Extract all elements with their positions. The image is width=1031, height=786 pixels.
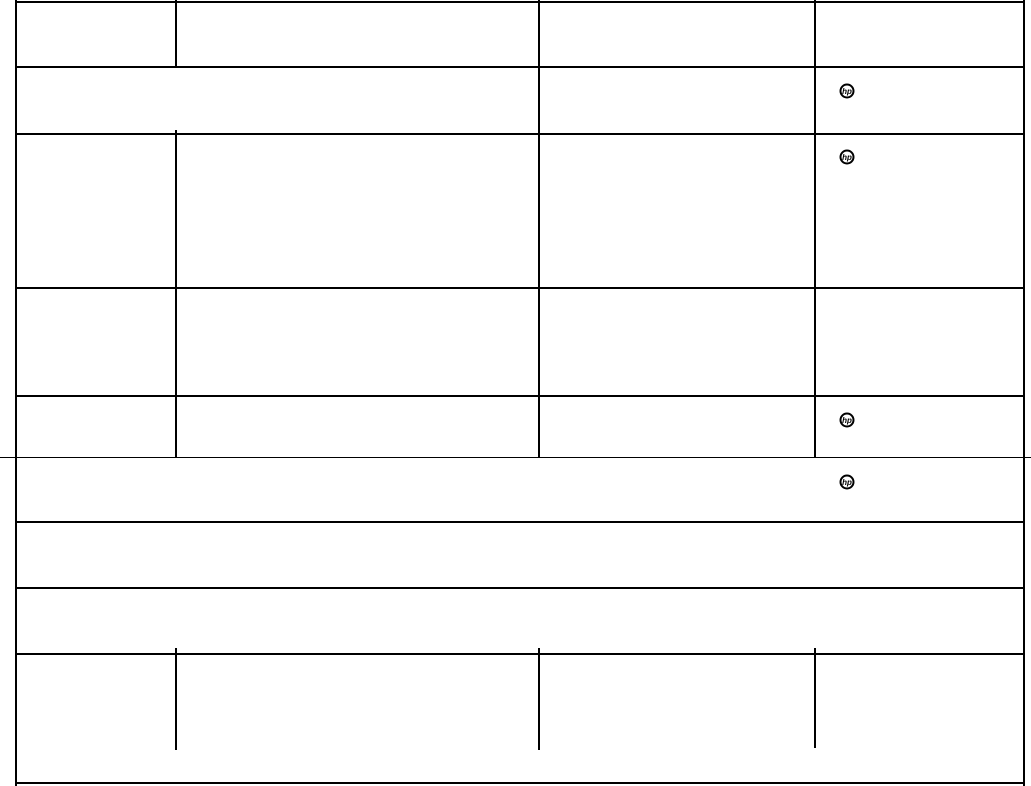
row-divider [15,66,1025,68]
table-border-left [15,0,17,786]
svg-text:hp: hp [842,416,852,425]
table-border-top [15,1,1025,3]
hp-logo-icon: hp [839,149,855,165]
svg-text:hp: hp [842,87,852,96]
column-divider [175,648,177,750]
row-divider [15,653,1025,655]
table-border-right [1023,0,1025,786]
row-divider [15,395,1025,397]
table-border-bottom [15,782,1025,784]
row-divider [15,287,1025,289]
column-divider [175,0,177,66]
row-divider [15,133,1025,135]
hp-logo-icon: hp [839,474,855,490]
hp-logo-icon: hp [839,412,855,428]
row-divider [15,587,1025,589]
column-divider [814,0,816,458]
row-divider [15,521,1025,523]
svg-text:hp: hp [842,153,852,162]
column-divider [538,648,540,750]
svg-text:hp: hp [842,478,852,487]
row-divider [0,457,1031,458]
hp-logo-icon: hp [839,83,855,99]
column-divider [538,0,540,458]
column-divider [175,130,177,458]
column-divider [814,648,816,748]
